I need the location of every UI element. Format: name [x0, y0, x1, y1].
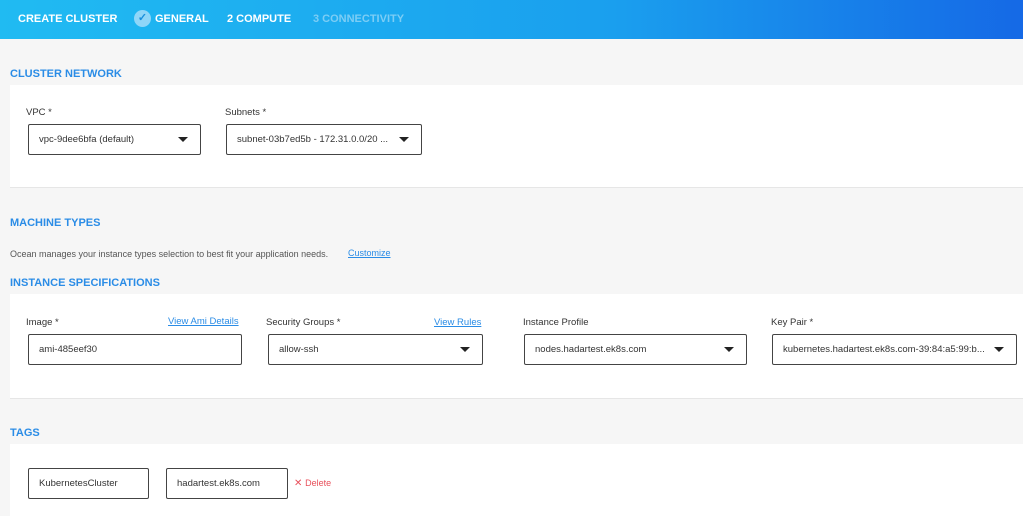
image-input[interactable]: ami-485eef30 — [28, 334, 242, 365]
chevron-down-icon — [460, 347, 470, 352]
chevron-down-icon — [724, 347, 734, 352]
tags-title: TAGS — [10, 427, 40, 439]
step-general[interactable]: GENERAL — [155, 13, 209, 25]
customize-link[interactable]: Customize — [348, 248, 391, 258]
delete-tag-button[interactable]: ✕ Delete — [294, 478, 331, 489]
instance-profile-label: Instance Profile — [523, 317, 589, 328]
chevron-down-icon — [178, 137, 188, 142]
view-rules-link[interactable]: View Rules — [434, 317, 482, 328]
chevron-down-icon — [399, 137, 409, 142]
close-icon: ✕ — [294, 478, 303, 489]
vpc-value: vpc-9dee6bfa (default) — [39, 134, 135, 145]
delete-label: Delete — [305, 478, 332, 488]
subnets-value: subnet-03b7ed5b - 172.31.0.0/20 ... — [237, 134, 389, 145]
wizard-header: CREATE CLUSTER ✓ GENERAL 2 COMPUTE 3 CON… — [0, 0, 1023, 39]
tag-value-input[interactable]: hadartest.ek8s.com — [166, 468, 288, 499]
step-compute[interactable]: 2 COMPUTE — [227, 13, 292, 25]
subnets-label: Subnets * — [225, 107, 267, 118]
cluster-network-card: VPC * vpc-9dee6bfa (default) Subnets * s… — [10, 85, 1023, 188]
key-pair-select[interactable]: kubernetes.hadartest.ek8s.com-39:84:a5:9… — [772, 334, 1017, 365]
vpc-label: VPC * — [26, 107, 52, 118]
key-pair-value: kubernetes.hadartest.ek8s.com-39:84:a5:9… — [783, 344, 985, 355]
tags-card: KubernetesCluster hadartest.ek8s.com ✕ D… — [10, 444, 1023, 516]
check-icon: ✓ — [134, 10, 151, 27]
instance-profile-value: nodes.hadartest.ek8s.com — [535, 344, 647, 355]
machine-types-title: MACHINE TYPES — [10, 217, 101, 229]
tag-key-input[interactable]: KubernetesCluster — [28, 468, 149, 499]
security-groups-value: allow-ssh — [279, 344, 319, 355]
step-connectivity: 3 CONNECTIVITY — [313, 13, 405, 25]
key-pair-label: Key Pair * — [771, 317, 814, 328]
security-groups-label: Security Groups * — [266, 317, 341, 328]
instance-specs-card: Image * View Ami Details ami-485eef30 Se… — [10, 294, 1023, 399]
header-title: CREATE CLUSTER — [18, 13, 118, 25]
instance-profile-select[interactable]: nodes.hadartest.ek8s.com — [524, 334, 747, 365]
instance-specs-title: INSTANCE SPECIFICATIONS — [10, 277, 160, 289]
security-groups-select[interactable]: allow-ssh — [268, 334, 483, 365]
view-ami-details-link[interactable]: View Ami Details — [168, 316, 239, 327]
subnets-select[interactable]: subnet-03b7ed5b - 172.31.0.0/20 ... — [226, 124, 422, 155]
tag-value-value: hadartest.ek8s.com — [177, 478, 260, 489]
cluster-network-title: CLUSTER NETWORK — [10, 68, 122, 80]
machine-types-description: Ocean manages your instance types select… — [10, 249, 329, 259]
image-value: ami-485eef30 — [39, 344, 98, 355]
tag-key-value: KubernetesCluster — [39, 478, 118, 489]
image-label: Image * — [26, 317, 59, 328]
chevron-down-icon — [994, 347, 1004, 352]
vpc-select[interactable]: vpc-9dee6bfa (default) — [28, 124, 201, 155]
